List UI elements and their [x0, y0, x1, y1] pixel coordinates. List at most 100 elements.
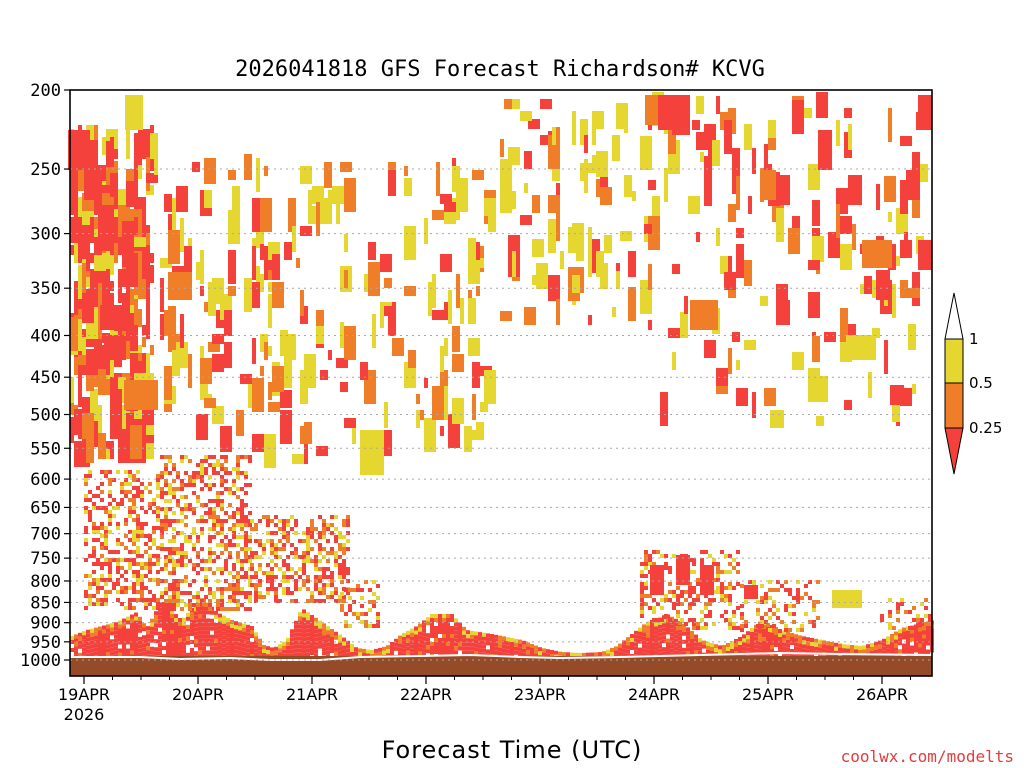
ri-cell: [156, 598, 160, 602]
ri-cell: [94, 651, 98, 656]
ri-cell: [148, 546, 152, 550]
ri-cell: [212, 519, 216, 523]
ri-cell: [232, 575, 236, 579]
ri-cell: [160, 531, 164, 535]
ri-cell: [142, 639, 146, 644]
ri-cell: [208, 463, 212, 467]
ri-cell: [156, 570, 160, 574]
ri-cell: [126, 125, 130, 159]
ri-cell: [514, 646, 518, 651]
ri-cell: [134, 616, 138, 621]
ri-cell: [756, 600, 760, 604]
ri-cell: [160, 475, 164, 479]
ri-cell: [462, 650, 466, 655]
ri-cell: [244, 535, 248, 539]
ri-cell: [838, 647, 842, 652]
ri-cell: [194, 639, 198, 644]
ri-cell: [280, 410, 292, 444]
ri-cell: [164, 483, 168, 487]
ri-cell: [640, 606, 644, 610]
ri-cell: [166, 650, 170, 654]
ri-cell: [918, 627, 922, 632]
ri-cell: [294, 551, 298, 555]
ri-cell: [654, 650, 658, 655]
ri-cell: [664, 168, 668, 202]
ri-cell: [132, 534, 136, 538]
ri-cell: [242, 631, 246, 636]
ri-cell: [368, 608, 372, 612]
ri-cell: [774, 635, 778, 639]
ri-cell: [752, 580, 756, 584]
ri-cell: [472, 170, 484, 180]
ri-cell: [188, 503, 192, 507]
ri-cell: [154, 651, 158, 656]
y-tick-label: 950: [30, 633, 61, 653]
ri-cell: [674, 650, 678, 655]
ri-cell: [176, 531, 180, 535]
ri-cell: [122, 221, 134, 239]
ri-cell: [850, 649, 854, 653]
ri-cell: [506, 653, 510, 658]
ri-cell: [182, 633, 186, 638]
ri-cell: [410, 644, 414, 649]
ri-cell: [160, 471, 164, 475]
ri-cell: [166, 614, 170, 618]
ri-cell: [382, 650, 386, 655]
ri-cell: [554, 650, 558, 655]
ri-cell: [100, 526, 104, 530]
ri-cell: [160, 487, 164, 491]
ri-cell: [126, 616, 130, 621]
ri-cell: [180, 555, 184, 559]
ri-cell: [104, 602, 108, 606]
ri-cell: [356, 588, 360, 592]
ri-cell: [232, 479, 236, 483]
ri-cell: [236, 603, 240, 607]
ri-cell: [816, 92, 828, 118]
ri-cell: [196, 595, 200, 599]
ri-cell: [314, 633, 318, 638]
ri-cell: [696, 594, 700, 598]
ri-cell: [372, 600, 376, 604]
ri-cell: [556, 207, 560, 241]
ri-cell: [368, 242, 376, 260]
ri-cell: [724, 610, 728, 614]
ri-cell: [192, 547, 196, 551]
ri-cell: [164, 499, 168, 503]
ri-cell: [172, 571, 176, 575]
ri-cell: [858, 645, 862, 650]
ri-cell: [318, 559, 322, 563]
ri-cell: [726, 651, 730, 655]
ri-cell: [220, 499, 224, 503]
ri-cell: [334, 563, 338, 567]
ri-cell: [506, 645, 510, 650]
ri-cell: [100, 534, 104, 538]
ri-cell: [722, 649, 726, 653]
ri-cell: [192, 567, 196, 571]
ri-cell: [704, 340, 716, 358]
ri-cell: [670, 640, 674, 645]
ri-cell: [110, 647, 114, 652]
ri-cell: [302, 649, 306, 654]
ri-cell: [180, 455, 184, 459]
ri-cell: [208, 551, 212, 555]
ri-cell: [158, 651, 162, 656]
ri-cell: [626, 645, 630, 650]
ri-cell: [406, 646, 410, 651]
ri-cell: [900, 240, 912, 258]
ri-cell: [686, 651, 690, 656]
ri-cell: [140, 590, 144, 594]
ri-cell: [606, 653, 610, 658]
ri-cell: [180, 511, 184, 515]
ri-cell: [132, 518, 136, 522]
ri-cell: [762, 633, 766, 637]
ri-cell: [168, 583, 172, 587]
ri-cell: [124, 546, 128, 550]
ri-cell: [294, 555, 298, 559]
ri-cell: [208, 342, 220, 352]
ri-cell: [594, 652, 598, 657]
ri-cell: [302, 625, 306, 630]
ri-cell: [648, 606, 652, 610]
ri-cell: [444, 302, 448, 320]
ri-cell: [78, 365, 90, 375]
